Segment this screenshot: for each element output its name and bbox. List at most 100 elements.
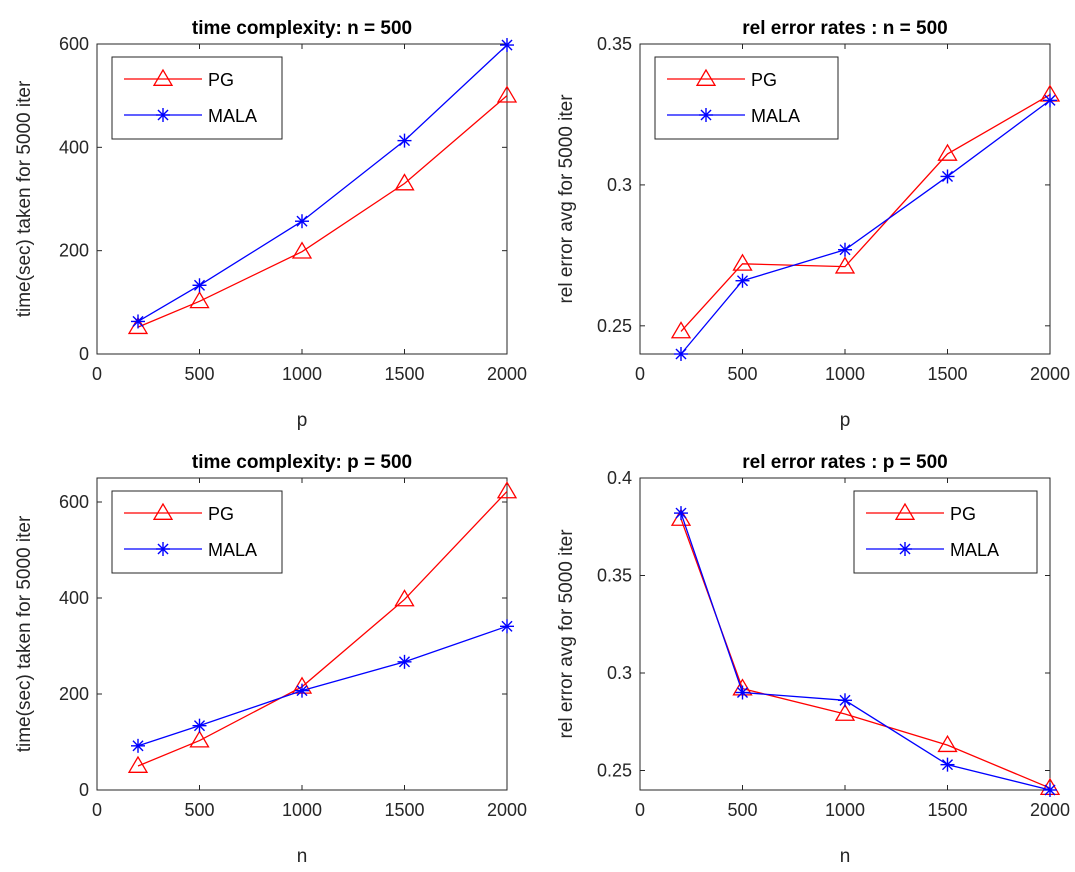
x-tick-label: 1500 [384,800,424,820]
legend-marker [699,108,713,122]
series-pg-point [496,85,518,103]
y-tick-label: 0.3 [607,663,632,683]
chart-panel-2: rel error rates : n = 500 0 500 1000 1500 200… [556,18,1070,431]
legend: PG MALA [853,490,1038,574]
legend-label: PG [208,70,234,90]
x-tick-label: 1000 [825,364,865,384]
series-mala-point [674,347,688,361]
x-tick-label: 500 [184,364,214,384]
chart-title: rel error rates : p = 500 [742,452,947,473]
x-tick-label: 1500 [384,364,424,384]
y-axis-label: rel error avg for 5000 iter [556,529,577,739]
y-tick-label: 0.35 [597,566,632,586]
chart-title: rel error rates : n = 500 [742,18,947,39]
series-pg-point [394,589,415,607]
legend-label: PG [950,504,976,524]
series-pg-point [127,755,149,773]
x-tick-label: 500 [184,800,214,820]
y-tick-label: 0 [79,780,89,800]
series-mala-point [838,693,852,708]
legend-marker [898,542,912,556]
series-mala-point [500,619,514,634]
x-tick-label: 1500 [927,800,967,820]
series-mala-point [940,757,955,772]
y-tick-label: 0.3 [607,175,632,195]
series-mala-point [500,38,514,53]
y-tick-label: 400 [59,137,89,157]
series-mala-point [1043,783,1057,797]
y-tick-label: 400 [59,588,89,608]
legend-label: MALA [751,106,800,126]
legend-box [111,56,283,140]
y-axis-label: time(sec) taken for 5000 iter [14,515,35,752]
legend-box [654,56,839,140]
x-tick-label: 0 [635,364,645,384]
series-mala-point [1043,93,1057,108]
series-mala-point [735,273,750,288]
legend-marker [156,108,170,122]
y-tick-label: 0.25 [597,316,632,336]
series-pg-line [137,95,508,328]
legend-marker [152,68,174,86]
series-pg-point [732,253,753,271]
legend-marker [152,502,174,520]
x-tick-label: 1000 [825,800,865,820]
y-tick-label: 0.25 [597,761,632,781]
legend-marker [894,502,916,520]
series-pg-point [670,321,692,339]
x-tick-label: 500 [727,364,757,384]
series-pg-line [680,94,1051,332]
series-pg-point [496,481,518,499]
legend-marker [156,542,170,556]
x-axis-label: n [297,846,308,867]
legend-marker [695,68,717,86]
chart-panel-1: time complexity: n = 500 0 500 1000 1500 2000… [14,18,527,431]
legend: PG MALA [654,56,839,140]
y-tick-label: 600 [59,492,89,512]
y-tick-label: 0.35 [597,34,632,54]
series-mala-point [192,718,207,733]
x-tick-label: 2000 [1030,800,1070,820]
x-axis-label: p [297,410,308,431]
x-axis-label: n [840,846,851,867]
x-tick-label: 1000 [282,364,322,384]
x-tick-label: 2000 [487,364,527,384]
y-axis-label: time(sec) taken for 5000 iter [14,80,35,317]
x-tick-label: 1000 [282,800,322,820]
legend: PG MALA [111,56,283,140]
x-tick-label: 0 [635,800,645,820]
chart-title: time complexity: p = 500 [192,452,412,473]
legend-box [111,490,283,574]
x-tick-label: 1500 [927,364,967,384]
series-mala-point [192,278,207,293]
series-mala-point [397,654,412,669]
series-pg-point [189,730,210,748]
series-pg-point [937,143,958,161]
legend-label: PG [208,504,234,524]
series-mala-point [838,242,852,257]
legend-label: PG [751,70,777,90]
series-mala-point [397,133,412,148]
series-pg-point [834,703,856,721]
series-mala-point [674,506,688,521]
x-tick-label: 500 [727,800,757,820]
series-pg-point [937,734,958,753]
legend-label: MALA [208,106,257,126]
series-mala-point [131,738,145,753]
series-pg-point [394,173,415,191]
legend: PG MALA [111,490,283,574]
series-pg-point [291,241,313,259]
x-tick-label: 2000 [1030,364,1070,384]
x-tick-label: 0 [92,364,102,384]
x-tick-label: 2000 [487,800,527,820]
x-axis-label: p [840,410,851,431]
y-axis-label: rel error avg for 5000 iter [556,94,577,304]
y-tick-label: 0.4 [607,468,632,488]
legend-box [853,490,1038,574]
chart-title: time complexity: n = 500 [192,18,412,39]
legend-label: MALA [208,540,257,560]
x-tick-label: 0 [92,800,102,820]
series-mala-point [295,683,309,698]
series-pg-point [189,291,210,309]
